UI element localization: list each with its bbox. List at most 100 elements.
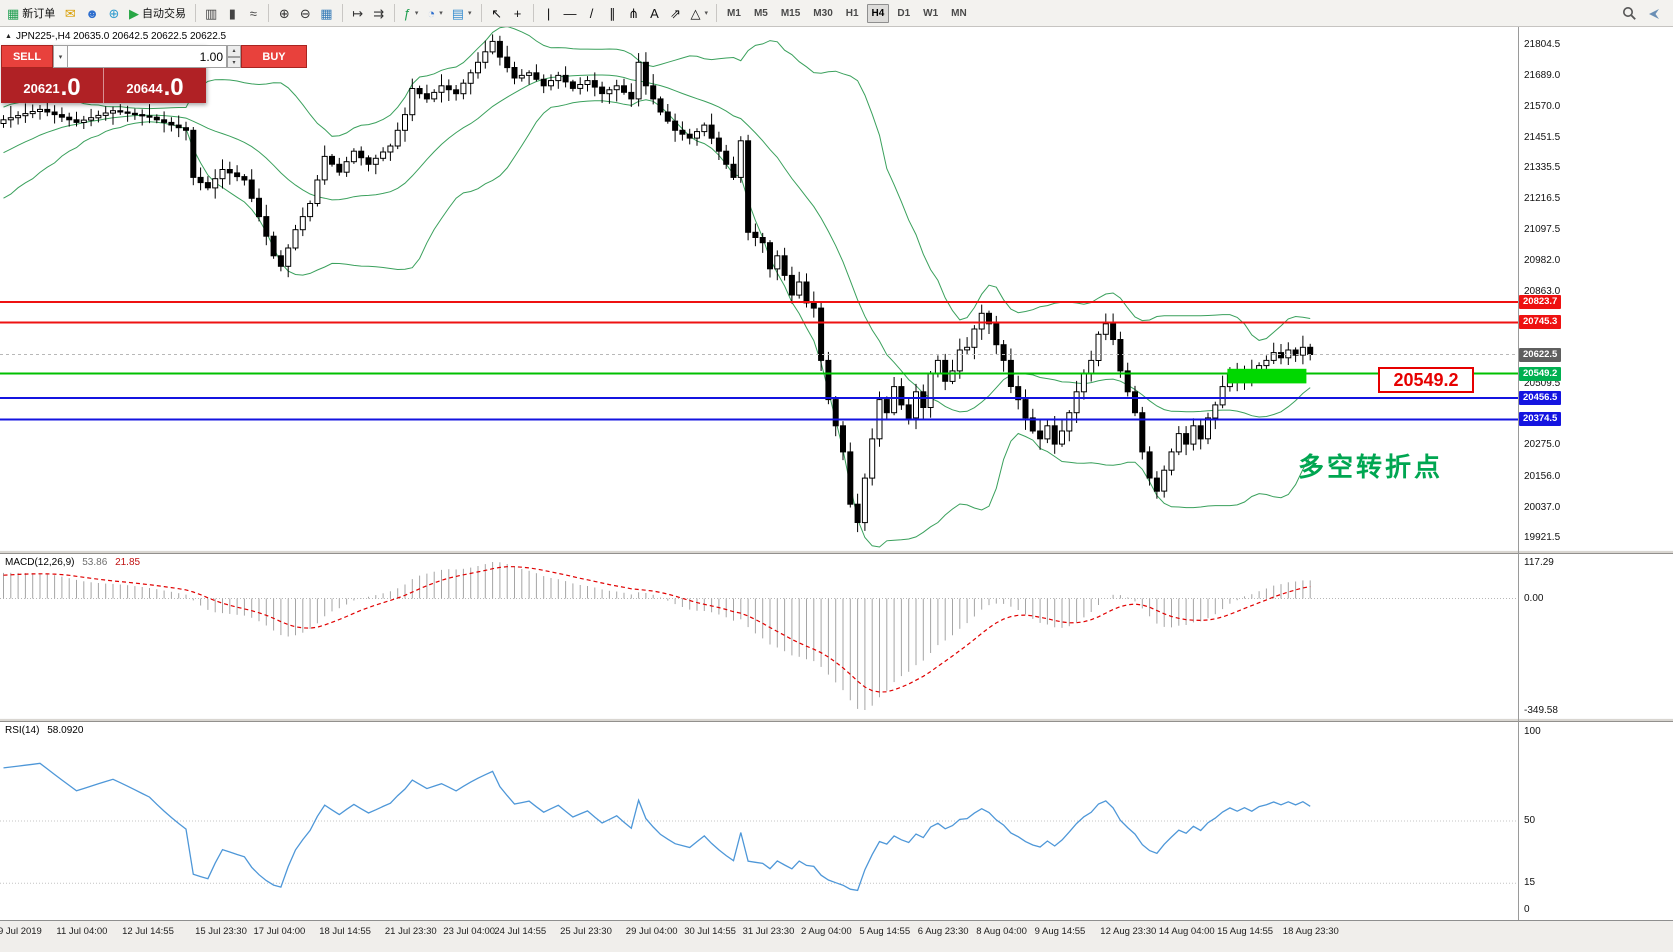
auto-trading-button[interactable]: ▶ 自动交易 (125, 2, 190, 24)
bars-chart-icon: ▥ (204, 5, 218, 21)
fibonacci-button[interactable]: ⋔ (624, 2, 644, 24)
quick-nav-arrow-icon[interactable] (1647, 6, 1662, 21)
volume-spinner: ▴ ▾ (227, 45, 241, 68)
horizontal-line-icon: — (563, 5, 577, 21)
price-tag: 20745.3 (1519, 315, 1562, 330)
new-order-icon: ▦ (7, 5, 20, 21)
zoom-in-icon: ⊕ (278, 5, 290, 21)
time-axis-label: 5 Aug 14:55 (859, 926, 911, 937)
time-axis-label: 15 Aug 14:55 (1217, 926, 1274, 937)
equidistant-channel-button[interactable]: ∥ (603, 2, 623, 24)
sell-price-int: 20621 (23, 81, 60, 97)
bars-chart-button[interactable]: ▥ (201, 2, 221, 24)
time-axis-label: 31 Jul 23:30 (742, 926, 795, 937)
zoom-in-button[interactable]: ⊕ (274, 2, 294, 24)
periods-button[interactable]: ◔ ▾ (423, 2, 446, 24)
zoom-out-icon: ⊖ (299, 5, 311, 21)
auto-scroll-button[interactable]: ↦ (348, 2, 368, 24)
new-order-button[interactable]: ▦ 新订单 (3, 2, 59, 24)
web-button[interactable]: ⊕ (104, 2, 124, 24)
timeframe-toolbar: M1 M5 M15 M30 H1 H4 D1 W1 MN (721, 3, 973, 23)
macd-panel[interactable] (0, 554, 1518, 718)
toolbar-separator (194, 4, 196, 22)
time-axis-label: 23 Jul 04:00 (443, 926, 496, 937)
toolbar: ▦ 新订单 ✉ ☻ ⊕ ▶ 自动交易 ▥ ▮ ≈ ⊕ ⊖ ▦ ↦ ⇉ ƒ ▾ ◔ ▾ ▤ ▾ ↖ + | — / ∥ ⋔ A ⇗ △ ▾ M1… (0, 0, 1673, 27)
panel-splitter-rsi[interactable] (0, 718, 1673, 722)
periods-caret-icon[interactable]: ▾ (439, 10, 443, 17)
horizontal-line-button[interactable]: — (560, 2, 581, 24)
price-axis-label: 21570.0 (1524, 100, 1561, 112)
time-axis-label: 29 Jul 04:00 (625, 926, 678, 937)
zoom-out-button[interactable]: ⊖ (295, 2, 315, 24)
time-axis-label: 9 Aug 14:55 (1034, 926, 1086, 937)
price-axis-label: 21216.5 (1524, 193, 1561, 205)
price-tag: 20374.5 (1519, 412, 1562, 427)
shapes-tool-button[interactable]: △ ▾ (687, 2, 713, 24)
templates-button[interactable]: ▤ ▾ (448, 2, 476, 24)
time-axis[interactable]: 9 Jul 2019 11 Jul 04:00 12 Jul 14:55 15 Jul… (0, 920, 1673, 952)
trendline-button[interactable]: / (582, 2, 602, 24)
panel-splitter-macd[interactable] (0, 550, 1673, 554)
timeframe-m30-button[interactable]: M30 (813, 7, 833, 19)
macd-axis-label: -349.58 (1524, 705, 1558, 716)
price-axis-label: 19921.5 (1524, 531, 1561, 543)
timeframe-w1-button[interactable]: W1 (923, 7, 939, 19)
price-axis-label: 20982.0 (1524, 254, 1561, 266)
arrows-tool-button[interactable]: ⇗ (666, 2, 686, 24)
chart-shift-button[interactable]: ⇉ (369, 2, 389, 24)
vertical-line-button[interactable]: | (539, 2, 559, 24)
toolbar-separator (268, 4, 270, 22)
mail-button[interactable]: ✉ (60, 2, 80, 24)
shapes-tool-caret-icon[interactable]: ▾ (704, 10, 709, 17)
macd-name: MACD(12,26,9) (5, 557, 75, 568)
timeframe-mn-button[interactable]: MN (951, 7, 967, 19)
volume-input[interactable] (68, 45, 227, 68)
toolbar-separator (716, 4, 718, 22)
symbol-ohlc-text: JPN225-,H4 20635.0 20642.5 20622.5 20622… (15, 31, 227, 42)
timeframe-m1-button[interactable]: M1 (727, 7, 741, 19)
price-tag: 20549.2 (1519, 366, 1562, 381)
volume-dropdown-button[interactable]: ▾ (53, 45, 68, 68)
text-tool-button[interactable]: A (645, 2, 665, 24)
time-axis-label: 14 Aug 04:00 (1158, 926, 1215, 937)
buy-button[interactable]: BUY (241, 45, 307, 68)
trendline-icon: / (589, 5, 594, 21)
toolbar-separator (532, 4, 534, 22)
search-icon[interactable] (1622, 6, 1637, 21)
macd-indicator-label: MACD(12,26,9) 53.86 21.85 (5, 557, 140, 568)
volume-up-button[interactable]: ▴ (227, 45, 241, 57)
buy-price[interactable]: 20644 .0 (104, 68, 206, 103)
cursor-button[interactable]: ↖ (487, 2, 507, 24)
time-axis-label: 12 Aug 23:30 (1100, 926, 1157, 937)
community-button[interactable]: ☻ (81, 2, 103, 24)
time-axis-label: 8 Aug 04:00 (976, 926, 1027, 937)
main-chart[interactable] (0, 27, 1518, 550)
timeframe-d1-button[interactable]: D1 (897, 7, 911, 19)
sell-price[interactable]: 20621 .0 (1, 68, 104, 103)
buy-price-decimal: .0 (163, 74, 184, 101)
macd-main-value: 53.86 (82, 557, 108, 568)
rsi-panel[interactable] (0, 722, 1518, 920)
price-callout-label[interactable]: 20549.2 (1378, 367, 1474, 393)
indicators-button[interactable]: ƒ ▾ (400, 2, 423, 24)
timeframe-m15-button[interactable]: M15 (780, 7, 801, 19)
collapse-arrow-icon[interactable]: ▲ (5, 33, 12, 40)
mail-icon: ✉ (64, 5, 76, 21)
candles-chart-button[interactable]: ▮ (222, 2, 242, 24)
rsi-value: 58.0920 (47, 725, 84, 736)
timeframe-h4-button[interactable]: H4 (866, 3, 890, 23)
timeframe-m5-button[interactable]: M5 (753, 7, 768, 19)
price-axis-border (1518, 27, 1519, 920)
time-axis-label: 12 Jul 14:55 (122, 926, 174, 937)
tile-windows-button[interactable]: ▦ (316, 2, 336, 24)
indicators-icon: ƒ (403, 5, 411, 21)
volume-down-button[interactable]: ▾ (227, 56, 241, 68)
indicators-caret-icon[interactable]: ▾ (414, 10, 419, 17)
templates-caret-icon[interactable]: ▾ (468, 10, 472, 17)
sell-button[interactable]: SELL (1, 45, 53, 68)
line-chart-button[interactable]: ≈ (243, 2, 263, 24)
auto-scroll-icon: ↦ (352, 5, 364, 21)
timeframe-h1-button[interactable]: H1 (845, 7, 859, 19)
crosshair-button[interactable]: + (508, 2, 528, 24)
turning-point-annotation[interactable]: 多空转折点 (1298, 452, 1444, 482)
